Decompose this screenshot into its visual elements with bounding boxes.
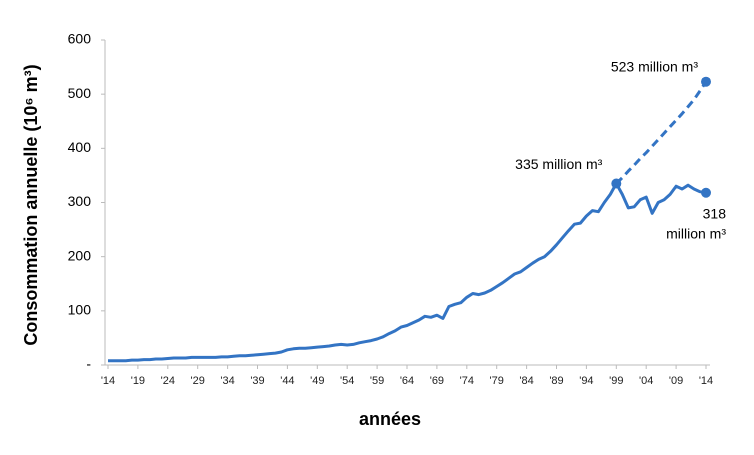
x-tick-label: '14: [699, 375, 713, 387]
point-marker: [701, 187, 711, 198]
x-tick-label: '14: [101, 375, 115, 387]
series-line: [615, 80, 708, 185]
y-tick-label: 300: [68, 193, 92, 209]
x-tick-label: '89: [549, 375, 563, 387]
x-tick-label: '99: [609, 375, 623, 387]
annotation: 318: [703, 205, 727, 221]
x-tick-label: '94: [579, 375, 593, 387]
x-tick-label: '19: [131, 375, 145, 387]
x-tick-label: '59: [370, 375, 384, 387]
x-tick-label: '24: [161, 375, 175, 387]
series-line: [108, 182, 707, 363]
point-marker: [611, 178, 622, 189]
y-tick-label: 600: [68, 31, 92, 47]
y-tick-label: 400: [68, 139, 92, 155]
annotation: 335 million m³: [515, 156, 602, 172]
x-tick-label: '49: [310, 375, 324, 387]
y-tick-label: -: [86, 356, 91, 372]
y-tick-label: 200: [68, 247, 92, 263]
x-tick-label: '04: [639, 375, 653, 387]
x-tick-label: '79: [490, 375, 504, 387]
x-tick-label: '09: [669, 375, 683, 387]
y-tick-label: 500: [68, 85, 92, 101]
x-tick-label: '29: [191, 375, 205, 387]
y-tick-label: 100: [68, 302, 92, 318]
y-axis-title: Consommation annuelle (10⁶ m³): [21, 64, 41, 345]
x-tick-label: '39: [250, 375, 264, 387]
x-tick-label: '69: [430, 375, 444, 387]
x-tick-label: '84: [519, 375, 533, 387]
x-axis-title: années: [359, 409, 421, 429]
x-tick-label: '64: [400, 375, 414, 387]
x-tick-label: '34: [220, 375, 234, 387]
x-tick-label: '44: [280, 375, 294, 387]
x-tick-label: '74: [460, 375, 474, 387]
point-marker: [701, 76, 711, 87]
x-tick-label: '54: [340, 375, 354, 387]
annotation: 523 million m³: [611, 58, 698, 74]
annotation: million m³: [666, 225, 726, 241]
